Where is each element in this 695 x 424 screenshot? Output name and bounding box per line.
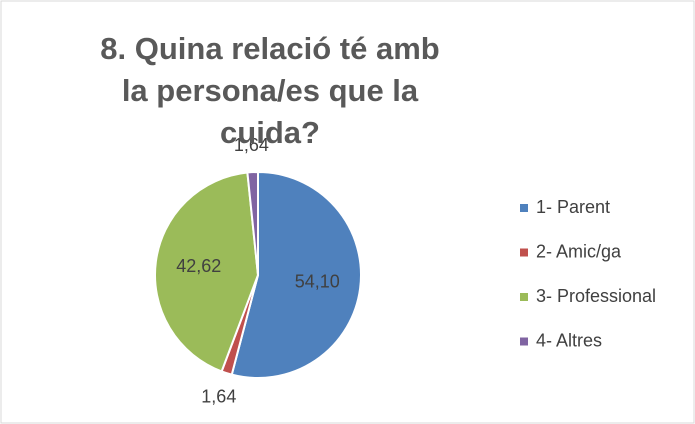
legend-swatch: [520, 293, 528, 301]
chart-title: 8. Quina relació té amb la persona/es qu…: [100, 31, 440, 150]
pie-slice: [246, 170, 259, 276]
legend-swatch: [520, 337, 528, 346]
data-label: 54,10: [295, 271, 340, 291]
legend-label: 1- Parent: [536, 197, 610, 217]
pie-slice: [154, 171, 260, 373]
data-label: 42,62: [176, 256, 221, 276]
data-label: 1,64: [201, 386, 236, 406]
legend-swatch: [520, 248, 528, 257]
data-label: 1,64: [234, 135, 269, 155]
legend-swatch: [520, 204, 528, 212]
pie-slice: [230, 170, 362, 379]
legend-label: 2- Amic/ga: [536, 241, 622, 261]
legend-label: 4- Altres: [536, 330, 602, 350]
legend-label: 3- Professional: [536, 286, 656, 306]
